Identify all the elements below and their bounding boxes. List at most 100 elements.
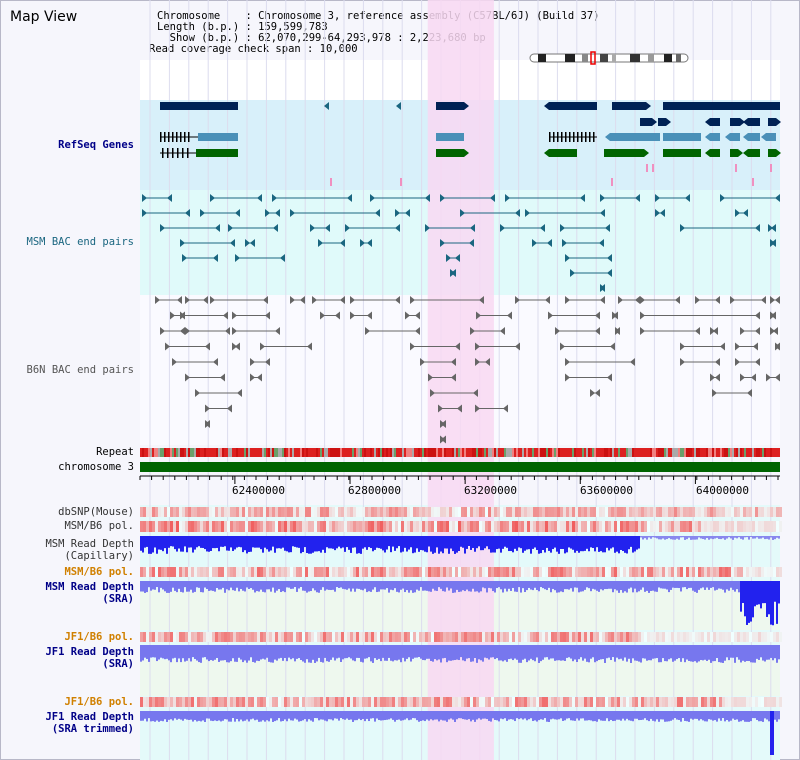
msm-bac-pair-end bbox=[395, 224, 400, 232]
msm-sra-depth-bar bbox=[464, 581, 466, 592]
repeat-segment bbox=[252, 448, 254, 457]
jf1-pol2-cell bbox=[563, 697, 566, 707]
jf1-trim-depth-bar bbox=[214, 711, 216, 721]
jf1-pol-cell bbox=[248, 632, 251, 642]
msm-cap-depth-bar bbox=[208, 536, 210, 552]
msm-sra-depth-bar bbox=[546, 581, 548, 591]
repeat-segment bbox=[674, 448, 676, 457]
msm-pol2-cell bbox=[716, 567, 719, 577]
jf1-pol2-cell bbox=[239, 697, 242, 707]
jf1-trim-depth-bar bbox=[332, 711, 334, 721]
msm-sra-depth-bar bbox=[436, 581, 438, 591]
msm-sra-depth-bar bbox=[658, 581, 660, 588]
msm-pol2-cell bbox=[221, 567, 224, 577]
msm-cap-depth-bar bbox=[578, 536, 580, 553]
msm-cap-depth-bar bbox=[354, 536, 356, 548]
msm-bac-pair-end bbox=[680, 224, 685, 232]
msm-pol2-cell bbox=[536, 567, 539, 577]
jf1-trim-depth-bar bbox=[308, 711, 310, 720]
jf1-pol2-cell bbox=[143, 697, 146, 707]
jf1-sra-depth-bar bbox=[618, 645, 620, 660]
msm-pol-cell bbox=[623, 521, 626, 532]
msm-sra-depth-bar bbox=[720, 581, 722, 589]
msm-cap-depth-bar bbox=[252, 536, 254, 548]
label-jf1-depth-trim-1[interactable]: JF1 Read Depth bbox=[45, 711, 134, 723]
jf1-sra-depth-bar bbox=[656, 645, 658, 659]
msm-cap-depth-bar bbox=[722, 536, 724, 539]
jf1-pol-cell bbox=[557, 632, 560, 642]
msm-pol2-cell bbox=[440, 567, 443, 577]
dbsnp-cell bbox=[668, 507, 671, 517]
msm-cap-depth-bar bbox=[514, 536, 516, 549]
jf1-sra-depth-bar bbox=[238, 645, 240, 658]
repeat-segment bbox=[296, 448, 298, 457]
repeat-segment bbox=[172, 448, 174, 457]
label-chromosome[interactable]: chromosome 3 bbox=[58, 461, 134, 473]
exon-mark bbox=[549, 132, 551, 142]
jf1-trim-depth-bar bbox=[410, 711, 412, 720]
jf1-pol-cell bbox=[362, 632, 365, 642]
jf1-trim-depth-bar bbox=[300, 711, 302, 722]
label-refseq-genes[interactable]: RefSeq Genes bbox=[58, 139, 134, 151]
dbsnp-cell bbox=[650, 507, 653, 517]
jf1-pol-cell bbox=[542, 632, 545, 642]
msm-cap-depth-bar bbox=[246, 536, 248, 554]
msm-pol-cell bbox=[281, 521, 284, 532]
label-msm-b6-pol-1[interactable]: MSM/B6 pol. bbox=[64, 520, 134, 532]
label-b6n-bac[interactable]: B6N BAC end pairs bbox=[26, 364, 134, 376]
jf1-pol2-cell bbox=[539, 697, 542, 707]
jf1-pol-cell bbox=[164, 632, 167, 642]
label-msm-b6-pol-2[interactable]: MSM/B6 pol. bbox=[64, 566, 134, 578]
repeat-segment bbox=[640, 448, 642, 457]
jf1-pol2-cell bbox=[446, 697, 449, 707]
repeat-segment bbox=[700, 448, 702, 457]
jf1-sra-depth-bar bbox=[158, 645, 160, 660]
msm-cap-depth-bar bbox=[708, 536, 710, 540]
jf1-trim-depth-bar bbox=[768, 711, 770, 722]
msm-sra-depth-bar bbox=[332, 581, 334, 590]
label-dbsnp[interactable]: dbSNP(Mouse) bbox=[58, 506, 134, 518]
jf1-sra-depth-bar bbox=[744, 645, 746, 662]
jf1-sra-depth-bar bbox=[646, 645, 648, 661]
msm-pol2-cell bbox=[242, 567, 245, 577]
msm-cap-depth-bar bbox=[202, 536, 204, 548]
msm-cap-depth-bar bbox=[402, 536, 404, 552]
msm-pol2-cell bbox=[686, 567, 689, 577]
dbsnp-cell bbox=[401, 507, 404, 517]
msm-pol-cell bbox=[722, 521, 725, 532]
msm-bac-pair-end bbox=[743, 209, 748, 217]
jf1-trim-depth-bar bbox=[436, 711, 438, 720]
repeat-segment bbox=[710, 448, 712, 457]
label-msm-depth-cap-1[interactable]: MSM Read Depth bbox=[45, 538, 134, 550]
msm-sra-depth-bar bbox=[400, 581, 402, 590]
label-jf1-depth-sra-1[interactable]: JF1 Read Depth bbox=[45, 646, 134, 658]
dbsnp-cell bbox=[287, 507, 290, 517]
jf1-trim-depth-bar bbox=[140, 711, 142, 721]
msm-cap-depth-bar bbox=[330, 536, 332, 549]
label-msm-bac[interactable]: MSM BAC end pairs bbox=[26, 236, 134, 248]
dbsnp-cell bbox=[170, 507, 173, 517]
msm-cap-depth-bar bbox=[326, 536, 328, 548]
label-jf1-pol-2[interactable]: JF1/B6 pol. bbox=[64, 696, 134, 708]
label-jf1-pol-1[interactable]: JF1/B6 pol. bbox=[64, 631, 134, 643]
jf1-trim-depth-bar bbox=[226, 711, 228, 720]
transcript-bar-arrow bbox=[605, 133, 610, 141]
b6n-bac-pair-end bbox=[755, 327, 760, 335]
jf1-sra-depth-bar bbox=[724, 645, 726, 661]
label-repeat[interactable]: Repeat bbox=[96, 446, 134, 458]
b6n-bac-pair-end bbox=[185, 327, 190, 335]
label-msm-depth-sra-1[interactable]: MSM Read Depth bbox=[45, 581, 134, 593]
msm-sra-depth-bar bbox=[364, 581, 366, 589]
msm-pol2-cell bbox=[644, 567, 647, 577]
repeat-segment bbox=[374, 448, 376, 457]
jf1-pol2-cell bbox=[692, 697, 695, 707]
msm-pol-cell bbox=[668, 521, 671, 532]
msm-cap-depth-bar bbox=[586, 536, 588, 549]
msm-cap-depth-bar bbox=[294, 536, 296, 547]
msm-cap-depth-bar bbox=[250, 536, 252, 552]
msm-pol2-cell bbox=[176, 567, 179, 577]
msm-pol2-cell bbox=[164, 567, 167, 577]
msm-cap-depth-bar bbox=[290, 536, 292, 553]
jf1-pol2-cell bbox=[182, 697, 185, 707]
